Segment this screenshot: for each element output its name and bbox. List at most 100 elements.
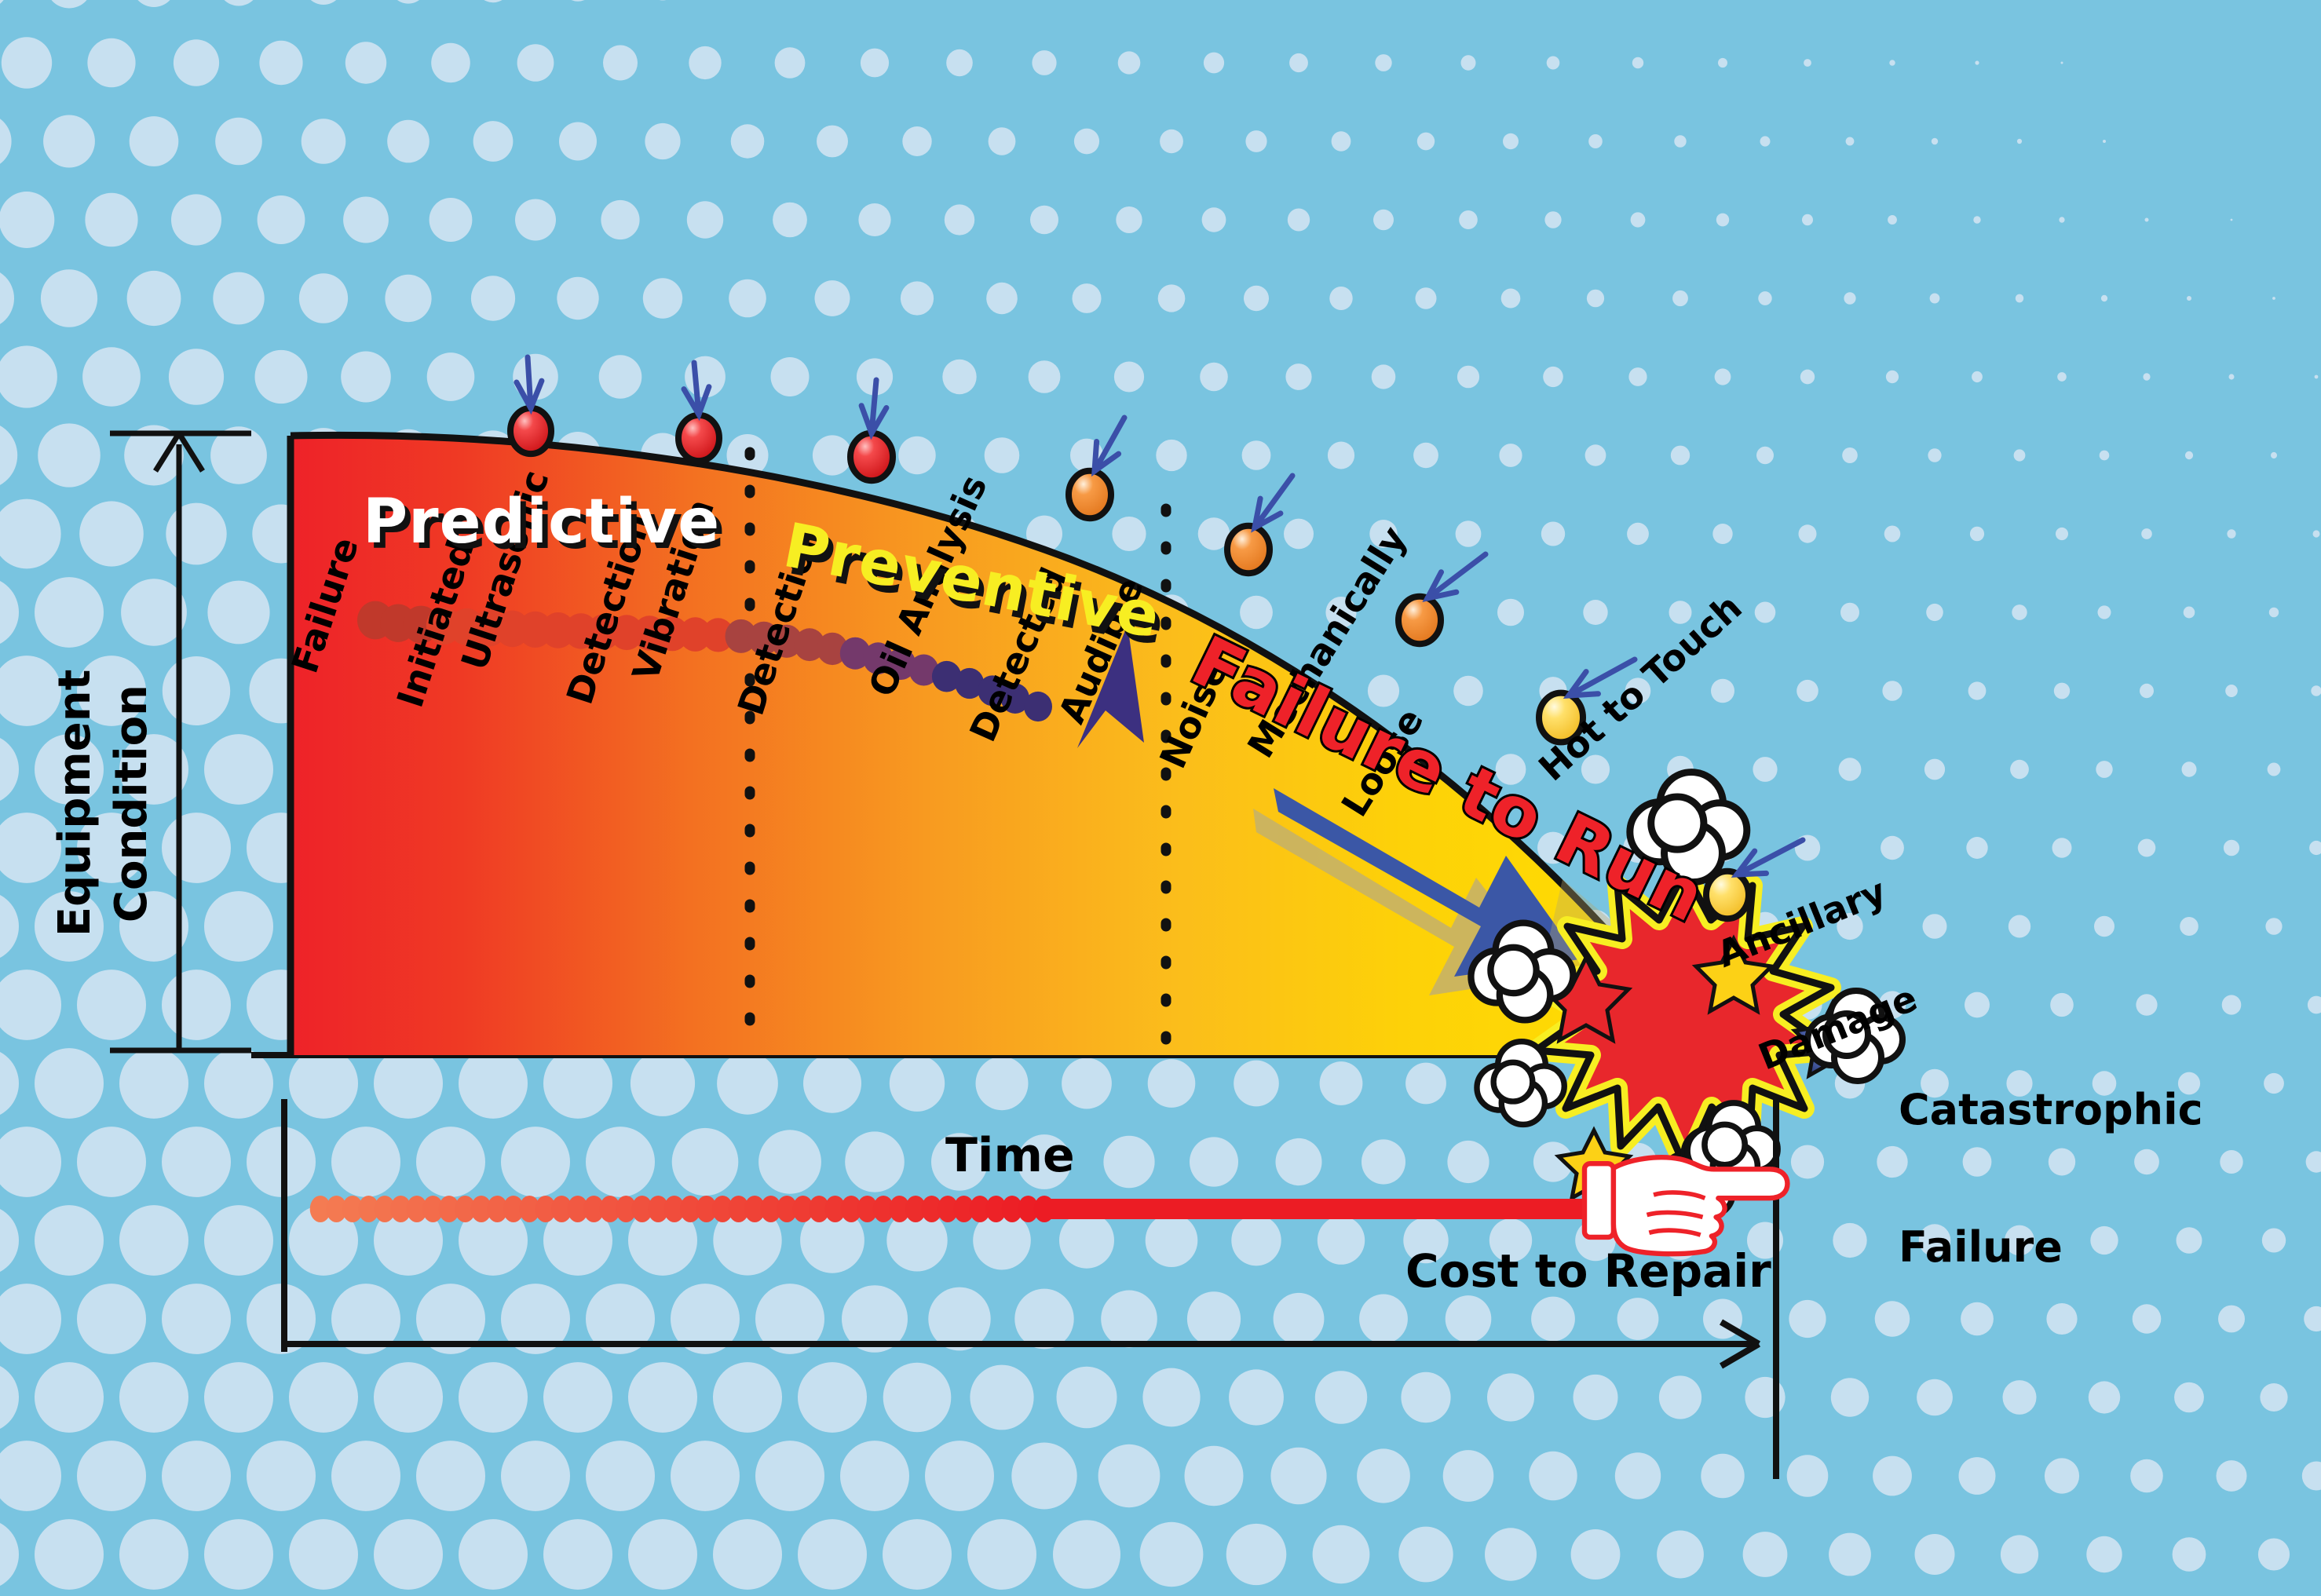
time-dot [857,1196,878,1222]
time-dot [342,1196,364,1222]
condition-dot [747,621,780,656]
time-dot [616,1196,637,1222]
smoke-puff [1468,919,1577,1024]
y-axis-label-condition: Condition [105,685,157,923]
time-dot [1018,1196,1039,1222]
condition-dot [863,642,894,675]
time-dot [551,1196,572,1222]
time-dot [953,1196,974,1222]
event-marker [1224,522,1273,577]
event-marker [1065,467,1114,522]
callout-arrows [514,354,1806,878]
condition-dot [955,667,985,699]
condition-dot [839,637,871,670]
smoke-puff [1804,988,1906,1084]
time-dot [696,1196,717,1222]
catastrophic-failure-label: Catastrophic Failure [1899,995,2203,1362]
callout-arrow-head [1563,669,1601,699]
cost-to-repair-label: Cost to Repair [1405,1244,1771,1298]
time-dot [889,1196,910,1222]
y-axis-arrowhead [153,432,205,473]
time-dot [519,1196,540,1222]
hand-cuff [1581,1161,1617,1240]
time-dot [840,1196,862,1222]
condition-dot [1000,683,1030,714]
time-dot [599,1196,621,1222]
time-dot [326,1196,347,1222]
condition-dot [1024,691,1052,722]
event-marker [1536,689,1586,746]
condition-dot [908,654,939,686]
time-dot [808,1196,830,1222]
time-axis-arrowhead [1719,1319,1761,1369]
time-bar [1046,1199,1595,1219]
time-dot [905,1196,927,1222]
time-dot [503,1196,525,1222]
y-axis-group [110,430,251,1054]
callout-arrow-head [681,384,712,422]
callout-arrow-head [514,378,545,415]
event-markers [507,404,1752,922]
callout-arrow-line [691,360,702,418]
callout-arrow-line [525,354,534,411]
condition-band [291,435,1716,1055]
time-dot [358,1196,379,1222]
time-dot [744,1196,766,1222]
time-axis-group [281,1099,1779,1479]
time-dot [438,1196,460,1222]
event-marker [1703,867,1752,922]
callout-arrow-head [1091,439,1122,477]
x-axis-label-time: Time [945,1128,1075,1183]
time-dot [969,1196,991,1222]
callout-arrow-head [1251,495,1284,533]
time-dot [470,1196,492,1222]
callout-arrow-line [1566,656,1638,699]
condition-dot [931,660,962,692]
callout-arrow-head [1731,848,1769,878]
condition-dot [771,624,802,658]
condition-dot [702,618,734,652]
time-dot [422,1196,444,1222]
time-dot [872,1196,894,1222]
pointing-hand-icon [1581,1155,1790,1257]
time-dot [455,1196,476,1222]
callout-arrow-line [1091,415,1128,474]
condition-dot [633,615,667,651]
callout-arrow-line [1424,551,1489,601]
y-axis-label-equipment: Equipment [49,669,101,937]
condition-dot [656,616,689,652]
preventive-arrow [1077,625,1144,748]
time-dot [567,1196,589,1222]
time-dot [985,1196,1007,1222]
time-dot [535,1196,557,1222]
time-dot [309,1196,331,1222]
time-dot [760,1196,781,1222]
callout-arrow-head [1422,569,1460,602]
event-marker [507,404,554,458]
time-dot [937,1196,959,1222]
time-dot [663,1196,685,1222]
callout-arrow-line [1734,837,1806,878]
condition-dot [725,619,757,653]
condition-dot [817,632,848,666]
callout-arrow-line [1252,473,1296,531]
smoke-puff [1626,769,1751,886]
condition-dot [978,675,1007,707]
callout-arrow-head [858,403,890,440]
time-dot [583,1196,605,1222]
condition-dot-trail [357,601,1052,722]
time-dot [374,1196,396,1222]
time-dot [679,1196,701,1222]
time-dot [776,1196,798,1222]
star-yellow-top [1691,934,1776,1015]
callout-arrow-line [868,377,879,436]
smoke-puff [1474,1038,1567,1128]
catastrophic-failure-line2: Failure [1899,1222,2063,1272]
time-dot-trail [309,1196,1055,1222]
time-dot [792,1196,813,1222]
event-label-line1: Ancillary [1711,869,1892,976]
time-dot [1001,1196,1023,1222]
catastrophic-failure-line1: Catastrophic [1899,1084,2203,1134]
time-dot [631,1196,653,1222]
